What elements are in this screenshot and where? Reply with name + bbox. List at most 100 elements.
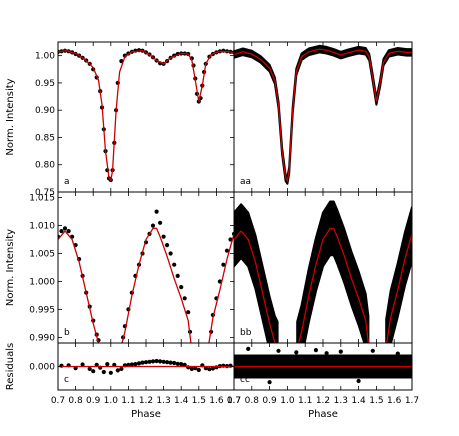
panel-label-b: b xyxy=(64,328,70,338)
data-point-b-13 xyxy=(98,344,102,348)
xtick-label-cc-10: 1.7 xyxy=(405,396,419,406)
panel-label-aa: aa xyxy=(240,177,251,187)
data-band-bb-1 xyxy=(296,200,370,343)
data-point-c-18 xyxy=(136,361,142,366)
xtick-label-cc-0: 0.7 xyxy=(227,396,241,406)
panel-b: 0.990 0.995 1.000 1.005 1.010 1.015 b Norm. Int… xyxy=(5,191,235,348)
xtick-label-cc-7: 1.4 xyxy=(351,396,366,406)
frame-b xyxy=(57,191,235,344)
data-point-b-27 xyxy=(161,234,166,239)
data-point-c-20 xyxy=(143,360,149,365)
frame-aa xyxy=(233,41,413,193)
data-point-cc-5 xyxy=(338,349,343,354)
ytick-label-c-0: 0.000 xyxy=(29,363,55,373)
data-point-c-5 xyxy=(91,369,96,374)
data-point-b-28 xyxy=(165,243,170,248)
plot-area-cc xyxy=(234,346,412,385)
data-point-c-21 xyxy=(147,359,152,364)
plot-area-b xyxy=(58,209,234,348)
data-point-c-28 xyxy=(172,360,177,366)
xtick-label-cc-3: 1.0 xyxy=(280,396,295,406)
panel-label-a: a xyxy=(64,177,70,187)
data-point-b-30 xyxy=(172,262,177,267)
data-point-c-22 xyxy=(150,359,156,364)
data-point-cc-2 xyxy=(294,350,299,355)
panel-a: 0.75 0.80 0.85 0.90 0.95 1.00 a Norm. Intensity xyxy=(5,41,235,198)
model-line-b xyxy=(58,227,234,343)
ytick-label-b-5: 1.015 xyxy=(29,194,55,204)
ytick-label-a-4: 0.95 xyxy=(35,79,55,89)
data-point-b-33 xyxy=(182,296,187,301)
data-point-b-31 xyxy=(175,273,180,278)
xtick-label-c-10: 1.7 xyxy=(227,396,241,406)
ytick-label-a-2: 0.85 xyxy=(35,133,55,143)
plot-area-bb xyxy=(234,200,412,343)
panel-c: 0.7 0.8 0.9 1.0 1.1 1.2 1.3 1.4 1.5 1.6 1.70.000cR… xyxy=(5,342,241,420)
panel-bb: bb xyxy=(233,191,413,344)
xtick-label-c-7: 1.4 xyxy=(174,396,189,406)
data-point-c-12 xyxy=(115,368,120,373)
data-point-c-16 xyxy=(129,362,134,367)
data-point-c-42 xyxy=(221,363,226,368)
xtick-label-c-5: 1.2 xyxy=(139,396,153,406)
data-point-c-9 xyxy=(105,362,110,367)
data-point-cc-4 xyxy=(324,351,329,356)
xtick-label-c-9: 1.6 xyxy=(209,396,224,406)
panel-label-c: c xyxy=(64,375,69,385)
data-point-b-24 xyxy=(150,223,156,228)
plot-area-a xyxy=(58,48,234,183)
data-point-c-8 xyxy=(101,369,106,375)
data-point-c-27 xyxy=(168,360,173,365)
data-point-b-42 xyxy=(224,248,230,253)
data-point-c-30 xyxy=(179,362,184,367)
data-point-c-44 xyxy=(228,363,233,368)
ytick-label-b-0: 0.990 xyxy=(29,333,55,343)
data-point-b-2 xyxy=(62,226,68,231)
data-band-bb-2 xyxy=(385,206,412,343)
xtick-label-c-1: 0.8 xyxy=(68,396,83,406)
data-point-b-41 xyxy=(221,262,226,267)
data-band-aa-0 xyxy=(234,44,412,185)
model-line-a xyxy=(58,50,234,183)
xtick-label-cc-8: 1.5 xyxy=(369,396,383,406)
data-point-b-1 xyxy=(59,229,64,234)
plot-area-c xyxy=(58,358,234,375)
model-line-bb xyxy=(234,227,412,343)
model-line-aa xyxy=(234,48,412,183)
data-point-c-19 xyxy=(140,360,145,365)
data-point-c-32 xyxy=(186,365,191,370)
xtick-label-cc-6: 1.3 xyxy=(334,396,348,406)
xtick-label-cc-5: 1.2 xyxy=(316,396,330,406)
data-point-c-39 xyxy=(210,366,215,371)
data-point-cc-0 xyxy=(246,346,251,351)
xtick-label-c-8: 1.5 xyxy=(192,396,206,406)
data-point-c-23 xyxy=(154,358,159,364)
data-point-c-4 xyxy=(87,366,92,371)
data-point-b-25 xyxy=(154,209,159,214)
ytick-label-a-0: 0.75 xyxy=(35,188,55,198)
ytick-label-b-2: 1.000 xyxy=(29,277,55,287)
data-point-c-35 xyxy=(196,367,201,373)
data-point-c-10 xyxy=(108,370,113,375)
data-point-c-29 xyxy=(175,361,180,366)
ytick-label-a-5: 1.00 xyxy=(35,52,55,62)
data-point-b-29 xyxy=(168,251,173,256)
ylabel-b: Norm. Intensity xyxy=(5,229,16,306)
xlabel-c: Phase xyxy=(131,409,161,420)
panel-label-bb: bb xyxy=(240,328,252,338)
data-point-cc-7 xyxy=(395,351,400,356)
ytick-label-b-3: 1.005 xyxy=(29,250,55,260)
data-band-bb-0 xyxy=(234,203,279,343)
data-point-cc-1 xyxy=(276,348,281,353)
data-point-cc-8 xyxy=(267,380,272,385)
data-point-b-14 xyxy=(119,344,123,348)
data-point-c-25 xyxy=(161,359,166,364)
ytick-label-b-1: 0.995 xyxy=(29,305,55,315)
data-point-cc-9 xyxy=(356,378,361,384)
data-point-c-33 xyxy=(189,366,194,371)
xtick-label-c-2: 0.9 xyxy=(86,396,101,406)
ylabel-a: Norm. Intensity xyxy=(5,78,16,155)
data-point-b-34 xyxy=(186,310,191,315)
